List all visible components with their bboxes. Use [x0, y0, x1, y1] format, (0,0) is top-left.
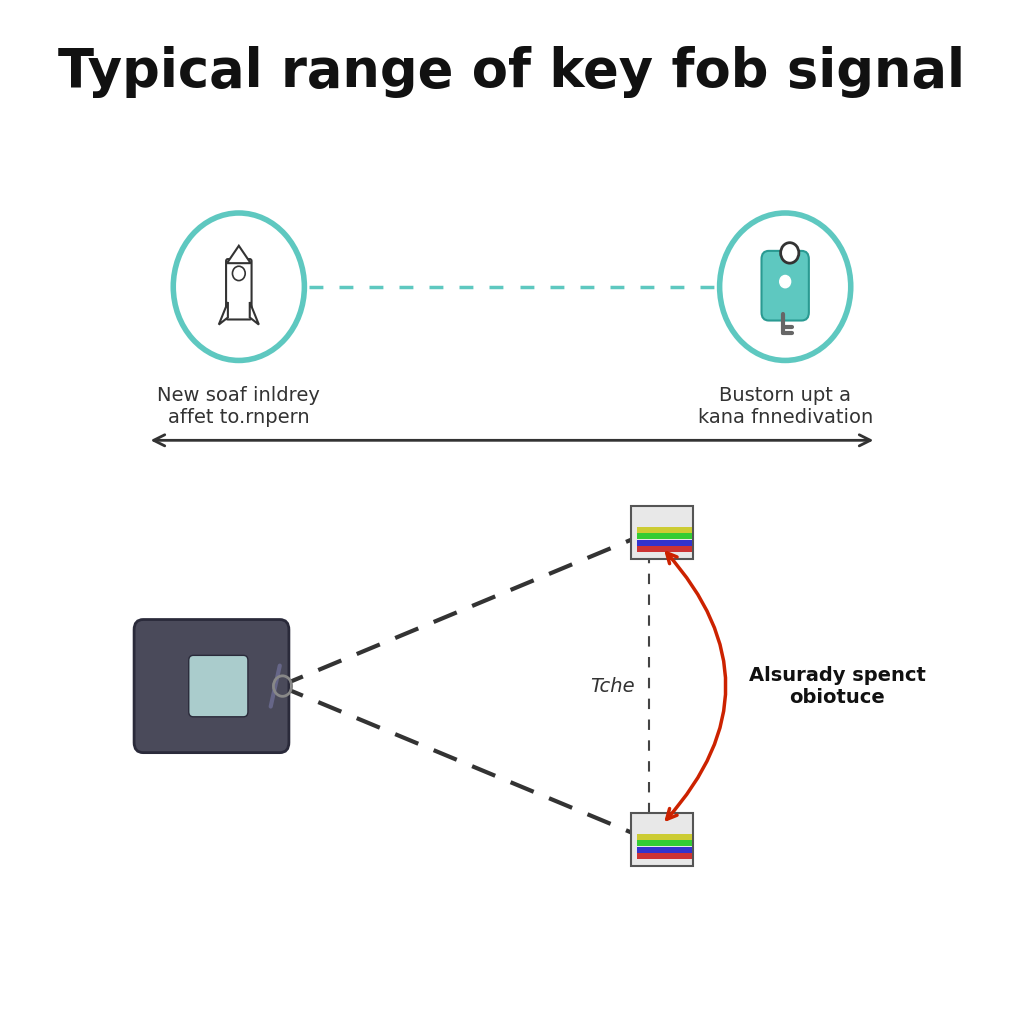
Text: New soaf inldrey
affet to.rnpern: New soaf inldrey affet to.rnpern: [158, 386, 321, 427]
Text: Tche: Tche: [590, 677, 635, 695]
Bar: [637, 847, 692, 853]
FancyBboxPatch shape: [226, 259, 252, 319]
FancyBboxPatch shape: [762, 251, 809, 321]
FancyBboxPatch shape: [631, 813, 693, 866]
Circle shape: [780, 243, 799, 263]
Bar: [637, 526, 692, 532]
Circle shape: [779, 275, 791, 288]
Bar: [637, 540, 692, 546]
FancyBboxPatch shape: [188, 655, 248, 717]
FancyBboxPatch shape: [134, 620, 289, 753]
Bar: [637, 853, 692, 859]
Text: Alsurady spenct
obiotuce: Alsurady spenct obiotuce: [749, 666, 926, 707]
Text: Bustorn upt a
kana fnnedivation: Bustorn upt a kana fnnedivation: [697, 386, 872, 427]
Text: Typical range of key fob signal: Typical range of key fob signal: [58, 46, 966, 97]
Bar: [637, 834, 692, 840]
FancyBboxPatch shape: [631, 506, 693, 559]
Bar: [637, 534, 692, 540]
Polygon shape: [219, 302, 228, 325]
Bar: [637, 546, 692, 552]
Circle shape: [232, 266, 245, 281]
FancyArrowPatch shape: [667, 553, 726, 819]
Polygon shape: [227, 246, 251, 263]
Bar: [637, 841, 692, 847]
Polygon shape: [250, 302, 259, 325]
